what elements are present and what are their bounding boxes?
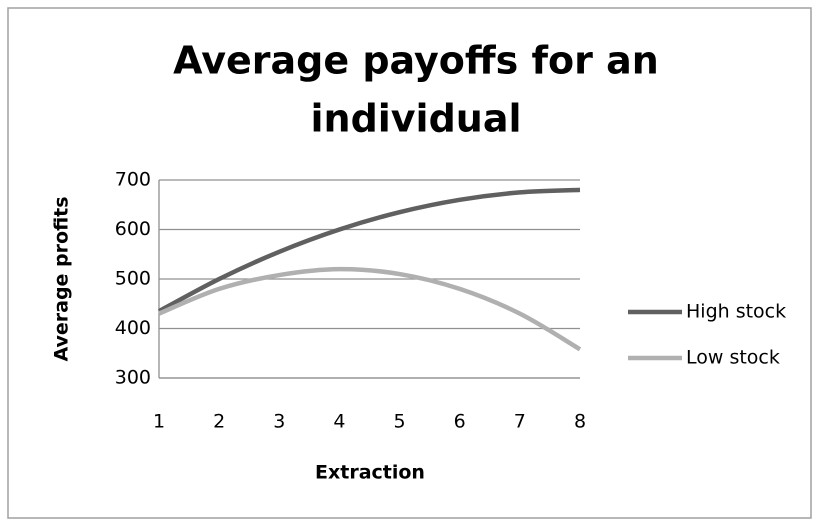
chart-title: individual xyxy=(310,97,521,141)
x-tick-label: 3 xyxy=(273,411,285,433)
x-axis-title: Extraction xyxy=(315,462,425,484)
y-tick-label: 300 xyxy=(115,367,151,389)
line-series xyxy=(157,187,581,314)
y-axis-title: Average profits xyxy=(51,196,73,361)
x-tick-label: 8 xyxy=(574,411,586,433)
legend-label: High stock xyxy=(686,301,786,323)
x-tick-label: 7 xyxy=(514,411,526,433)
x-tick-label: 2 xyxy=(213,411,225,433)
x-tick-label: 5 xyxy=(394,411,406,433)
x-tick-label: 6 xyxy=(454,411,466,433)
chart-title: Average payoffs for an xyxy=(173,39,659,83)
y-tick-label: 400 xyxy=(115,317,151,339)
y-tick-label: 600 xyxy=(115,218,151,240)
y-tick-label: 700 xyxy=(115,169,151,191)
line-series xyxy=(158,266,582,352)
y-tick-label: 500 xyxy=(115,268,151,290)
x-tick-label: 4 xyxy=(333,411,345,433)
x-tick-label: 1 xyxy=(153,411,165,433)
legend-label: Low stock xyxy=(686,347,780,369)
chart-frame xyxy=(7,7,812,519)
